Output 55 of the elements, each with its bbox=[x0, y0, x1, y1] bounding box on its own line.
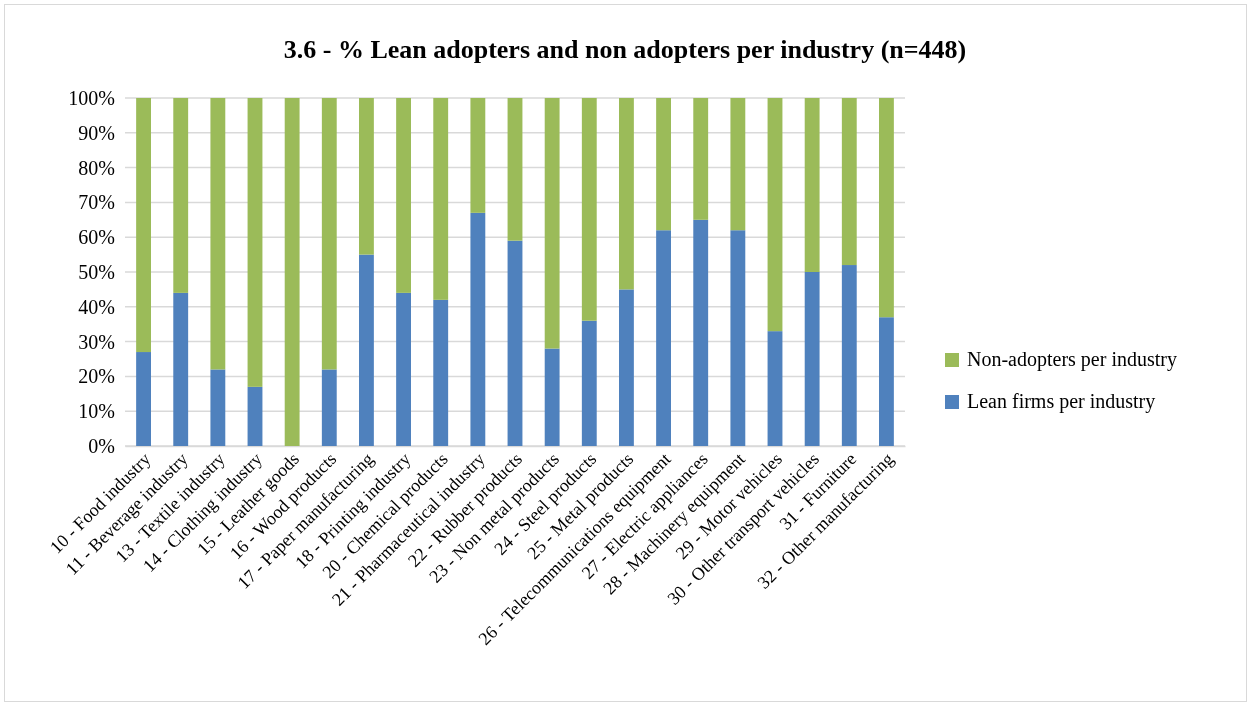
bar bbox=[804, 272, 820, 446]
bar bbox=[841, 265, 857, 446]
bar bbox=[693, 219, 709, 446]
bar bbox=[730, 230, 746, 446]
bar bbox=[656, 98, 671, 231]
y-tick-label: 70% bbox=[78, 191, 115, 214]
bar bbox=[879, 98, 894, 318]
bar bbox=[470, 98, 486, 213]
bar bbox=[136, 352, 151, 446]
bar bbox=[359, 98, 374, 255]
bar bbox=[210, 98, 226, 370]
y-tick-label: 100% bbox=[68, 86, 115, 109]
y-tick-label: 20% bbox=[78, 365, 115, 388]
legend-label: Non-adopters per industry bbox=[967, 348, 1177, 371]
bar bbox=[284, 98, 300, 446]
bar bbox=[136, 98, 151, 353]
bar bbox=[693, 98, 709, 220]
bar bbox=[359, 254, 374, 446]
y-tick-label: 60% bbox=[78, 226, 115, 249]
bar bbox=[581, 98, 597, 321]
bar bbox=[619, 289, 634, 446]
bar bbox=[804, 98, 820, 272]
bar bbox=[581, 320, 597, 446]
bar bbox=[730, 98, 746, 231]
bar bbox=[656, 230, 671, 446]
bar bbox=[544, 348, 560, 446]
bar bbox=[247, 98, 263, 387]
y-tick-label: 0% bbox=[88, 434, 115, 457]
legend-label: Lean firms per industry bbox=[967, 390, 1156, 413]
bar bbox=[879, 317, 894, 446]
bar bbox=[173, 98, 189, 293]
bar bbox=[210, 369, 226, 446]
bar bbox=[433, 98, 449, 300]
bar bbox=[396, 98, 411, 293]
bar bbox=[507, 240, 523, 446]
bar bbox=[321, 98, 337, 370]
y-tick-label: 10% bbox=[78, 400, 115, 423]
bar bbox=[619, 98, 634, 290]
bar bbox=[544, 98, 560, 349]
y-tick-label: 50% bbox=[78, 260, 115, 283]
bar bbox=[173, 292, 189, 446]
bar bbox=[767, 331, 783, 446]
y-tick-label: 80% bbox=[78, 156, 115, 179]
y-tick-label: 90% bbox=[78, 121, 115, 144]
bar bbox=[507, 98, 523, 241]
bar bbox=[321, 369, 337, 446]
bar bbox=[247, 386, 263, 446]
bar bbox=[767, 98, 783, 332]
y-tick-label: 40% bbox=[78, 295, 115, 318]
bar bbox=[433, 299, 449, 446]
bar bbox=[396, 292, 411, 446]
chart-title: 3.6 - % Lean adopters and non adopters per industry (n=448) bbox=[283, 35, 967, 64]
bar bbox=[470, 212, 486, 446]
y-tick-label: 30% bbox=[78, 330, 115, 353]
bar bbox=[841, 98, 857, 266]
